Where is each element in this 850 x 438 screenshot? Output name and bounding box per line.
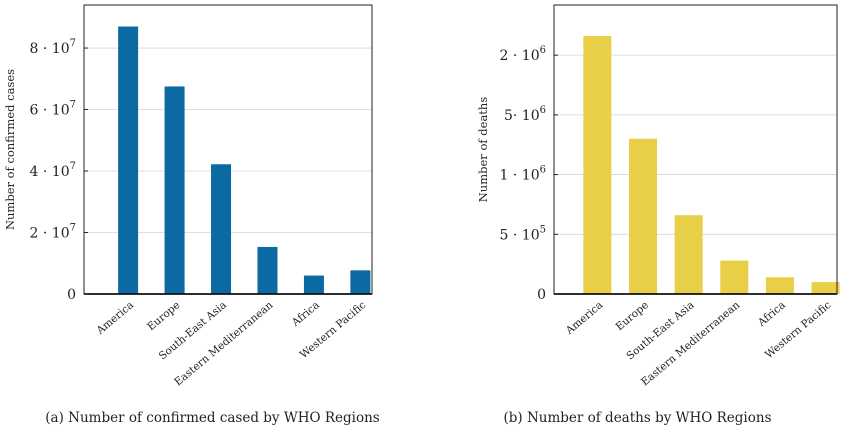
deaths-bar-eastern-mediterranean	[720, 260, 749, 294]
deaths-y-tick-label: 0	[537, 287, 546, 303]
deaths-bar-europe	[629, 138, 658, 294]
cases-bar-south-east-asia	[211, 164, 232, 294]
deaths-bar-africa	[765, 277, 794, 294]
cases-y-tick-label: 0	[67, 287, 76, 303]
cases-bar-western-pacific	[350, 270, 371, 294]
cases-y-tick-label: 4 · 107	[30, 161, 76, 180]
cases-bar-america	[118, 26, 139, 295]
deaths-y-tick-label: 5· 106	[504, 105, 546, 124]
deaths-x-tick-label: Africa	[755, 299, 788, 329]
cases-x-tick-label: Europe	[145, 299, 182, 333]
cases-bar-eastern-mediterranean	[257, 246, 278, 294]
deaths-x-tick-label: America	[563, 299, 605, 337]
deaths-bar-south-east-asia	[674, 215, 703, 294]
caption-confirmed-cases: (a) Number of confirmed cased by WHO Reg…	[45, 410, 380, 426]
cases-bar-africa	[303, 275, 324, 294]
cases-y-tick-label: 2 · 107	[30, 223, 76, 242]
cases-y-axis-label: Number of confirmed cases	[3, 69, 17, 230]
deaths-bar-western-pacific	[811, 282, 840, 294]
cases-bar-europe	[164, 86, 185, 294]
deaths-y-axis-label: Number of deaths	[476, 97, 490, 203]
cases-y-tick-label: 8 · 107	[30, 38, 76, 57]
caption-deaths: (b) Number of deaths by WHO Regions	[503, 410, 772, 426]
cases-y-tick-label: 6 · 107	[30, 100, 76, 119]
deaths-y-tick-label: 2 · 106	[500, 45, 546, 64]
cases-x-tick-label: America	[94, 299, 136, 337]
deaths-y-tick-label: 1 · 106	[500, 165, 546, 184]
deaths-x-tick-label: Europe	[614, 299, 651, 333]
cases-x-tick-label: Africa	[289, 299, 322, 329]
deaths-bar-america	[583, 36, 612, 294]
deaths-y-tick-label: 5 · 105	[500, 224, 546, 243]
